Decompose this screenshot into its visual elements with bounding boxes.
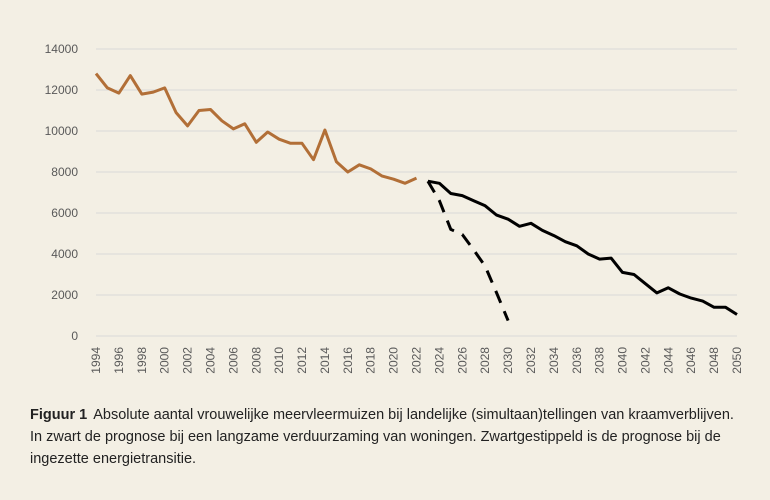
y-tick-label: 14000: [45, 42, 79, 56]
x-tick-label: 2000: [158, 347, 172, 374]
x-tick-label: 2024: [432, 347, 446, 374]
x-tick-label: 2014: [318, 347, 332, 374]
x-tick-label: 2022: [410, 347, 424, 374]
x-tick-label: 2040: [616, 347, 630, 374]
caption-label: Figuur 1: [30, 407, 88, 423]
x-tick-label: 2002: [181, 347, 195, 374]
x-tick-label: 2038: [593, 347, 607, 374]
x-tick-label: 2032: [524, 347, 538, 374]
y-tick-label: 12000: [45, 83, 79, 97]
x-tick-label: 2028: [478, 347, 492, 374]
y-tick-label: 4000: [51, 247, 78, 261]
x-tick-label: 2006: [226, 347, 240, 374]
series-line-2: [427, 179, 738, 316]
y-tick-label: 0: [71, 329, 78, 343]
x-tick-label: 2034: [547, 347, 561, 374]
x-tick-label: 2030: [501, 347, 515, 374]
y-tick-label: 8000: [51, 165, 78, 179]
figure-caption: Figuur 1 Absolute aantal vrouwelijke meer…: [30, 404, 750, 470]
y-tick-label: 2000: [51, 288, 78, 302]
x-tick-label: 2010: [272, 347, 286, 374]
x-tick-label: 2020: [387, 347, 401, 374]
gridlines: [96, 48, 737, 337]
x-tick-label: 2008: [249, 347, 263, 374]
x-tick-label: 2048: [707, 347, 721, 374]
x-tick-label: 2004: [203, 347, 217, 374]
x-tick-label: 2026: [455, 347, 469, 374]
x-tick-label: 2018: [364, 347, 378, 374]
x-axis-ticks: 1994 1996 1998 2000 2002 2004 2006 2008 2010 2012…: [89, 347, 744, 374]
x-tick-label: 2042: [638, 347, 652, 374]
x-tick-label: 1998: [135, 347, 149, 374]
x-tick-label: 2046: [684, 347, 698, 374]
y-axis-ticks: 0 2000 4000 6000 8000 10000 12000 14000: [45, 42, 79, 343]
x-tick-label: 2050: [730, 347, 744, 374]
series-line-1: [94, 72, 418, 185]
y-tick-label: 6000: [51, 206, 78, 220]
x-tick-label: 2012: [295, 347, 309, 374]
series-line-3: [426, 180, 510, 322]
caption-text: Absolute aantal vrouwelijke meervleermui…: [30, 407, 734, 467]
x-tick-label: 2044: [661, 347, 675, 374]
x-tick-label: 2016: [341, 347, 355, 374]
x-tick-label: 2036: [570, 347, 584, 374]
x-tick-label: 1996: [112, 347, 126, 374]
x-tick-label: 1994: [89, 347, 103, 374]
series-lines: [94, 72, 738, 322]
y-tick-label: 10000: [45, 124, 79, 138]
